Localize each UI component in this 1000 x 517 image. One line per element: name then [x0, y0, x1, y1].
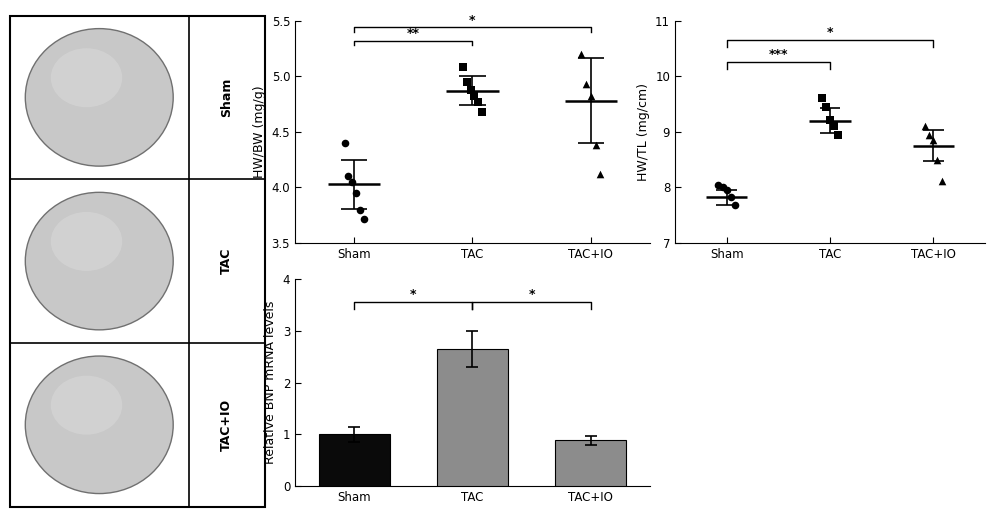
Point [573, 50, 589, 58]
Point [455, 63, 471, 71]
Text: *: * [469, 14, 476, 27]
Ellipse shape [25, 192, 173, 330]
Point [474, 108, 490, 116]
Point [340, 172, 356, 180]
Point [337, 139, 353, 147]
Text: TAC+IO: TAC+IO [220, 399, 233, 451]
Point [723, 193, 739, 202]
Y-axis label: Relative BNP mRNA levels: Relative BNP mRNA levels [264, 301, 277, 464]
Point [466, 92, 482, 100]
Ellipse shape [51, 212, 122, 271]
Point [470, 98, 486, 106]
Bar [437, 349, 508, 486]
Y-axis label: HW/BW (mg/g): HW/BW (mg/g) [253, 85, 266, 178]
Point [822, 115, 838, 124]
Point [463, 85, 479, 94]
Point [929, 156, 945, 164]
Bar [319, 434, 390, 486]
Text: ***: *** [769, 48, 788, 61]
Point [925, 136, 941, 144]
Y-axis label: HW/TL (mg/cm): HW/TL (mg/cm) [637, 83, 650, 181]
Point [710, 180, 726, 189]
Point [344, 178, 360, 186]
Text: TAC: TAC [220, 248, 233, 275]
Point [578, 80, 594, 88]
Bar [555, 440, 626, 486]
Point [921, 130, 937, 139]
Text: *: * [410, 288, 417, 301]
Text: *: * [528, 288, 535, 301]
Point [818, 103, 834, 111]
Ellipse shape [51, 48, 122, 107]
Point [719, 186, 735, 194]
Text: *: * [827, 26, 833, 39]
Point [727, 201, 743, 209]
Point [583, 92, 599, 100]
Point [588, 141, 604, 149]
Point [459, 78, 475, 86]
Text: **: ** [407, 27, 420, 40]
Ellipse shape [25, 356, 173, 494]
Ellipse shape [51, 376, 122, 435]
Point [934, 177, 950, 185]
Point [356, 215, 372, 223]
Point [917, 122, 933, 130]
Ellipse shape [25, 28, 173, 166]
Point [592, 170, 608, 178]
Point [715, 184, 731, 192]
Point [352, 206, 368, 214]
Point [348, 189, 364, 197]
Text: Sham: Sham [220, 78, 233, 117]
Point [826, 122, 842, 130]
Point [830, 130, 846, 139]
Point [814, 95, 830, 103]
